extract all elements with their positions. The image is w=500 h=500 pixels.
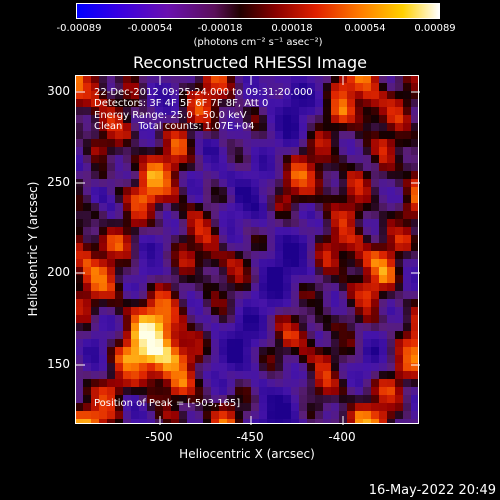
colorbar-tick-label: -0.00089 [56,23,102,34]
annotation-detectors: Detectors: 3F 4F 5F 6F 7F 8F, Att 0 [94,98,269,109]
colorbar-tick-label: 0.00018 [271,23,313,34]
peak-position-label: Position of Peak = [-503,165] [94,398,241,409]
y-tick-label: 250 [47,175,70,189]
x-axis-label: Heliocentric X (arcsec) [179,447,315,461]
colorbar [76,3,440,19]
annotation-time-range: 22-Dec-2012 09:25:24.000 to 09:31:20.000 [94,87,313,98]
timestamp: 16-May-2022 20:49 [368,483,496,498]
colorbar-tick-label: 0.00054 [344,23,386,34]
annotation-energy-range: Energy Range: 25.0 - 50.0 keV [94,110,247,121]
y-tick-label: 150 [47,357,70,371]
colorbar-tick-label: 0.00089 [414,23,456,34]
colorbar-tick-label: -0.00054 [127,23,173,34]
image-title: Reconstructed RHESSI Image [133,53,367,72]
colorbar-tick-label: -0.00018 [197,23,243,34]
y-axis-label: Heliocentric Y (arcsec) [26,181,40,317]
image-map [75,75,419,424]
x-tick-label: -450 [236,430,264,444]
colorbar-units: (photons cm⁻² s⁻¹ asec⁻²) [193,37,323,48]
x-tick-label: -500 [145,430,173,444]
image-map-svg [75,75,419,424]
x-tick-label: -400 [328,430,356,444]
y-tick-label: 300 [47,84,70,98]
y-tick-label: 200 [47,265,70,279]
annotation-counts: Clean Total counts: 1.07E+04 [94,121,255,132]
